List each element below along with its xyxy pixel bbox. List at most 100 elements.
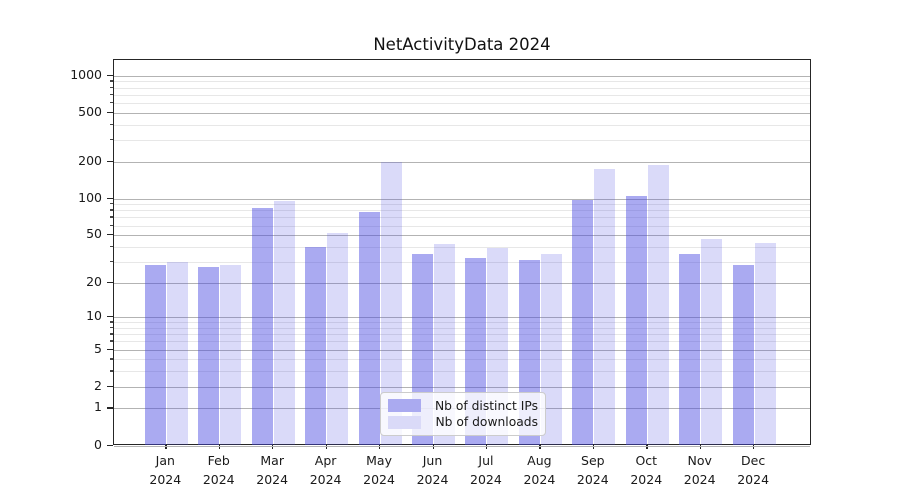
y-tick-mark: [107, 160, 113, 163]
y-gridline-minor: [114, 140, 810, 142]
chart-title: NetActivityData 2024: [373, 35, 551, 54]
x-tick-label: Oct 2024: [614, 452, 678, 489]
bar-distinct-ips: [358, 212, 380, 446]
x-tick-year: 2024: [202, 471, 235, 487]
x-tick-label: Jan 2024: [133, 452, 197, 489]
x-tick-year: 2024: [416, 471, 449, 487]
y-gridline-major: [114, 75, 810, 77]
legend-item-distinct-ips: Nb of distinct IPs: [388, 399, 538, 413]
y-tick-label: 100: [78, 189, 102, 205]
y-gridline-minor: [114, 124, 810, 126]
bar-distinct-ips: [305, 246, 327, 446]
x-tick-label: Nov 2024: [668, 452, 732, 489]
x-tick-label: May 2024: [347, 452, 411, 489]
x-tick-month: Feb: [207, 453, 230, 468]
x-tick-month: Nov: [687, 453, 712, 468]
y-gridline-minor: [114, 327, 810, 329]
x-tick-year: 2024: [309, 471, 342, 487]
y-tick-label: 200: [78, 152, 102, 168]
bar-downloads: [701, 239, 723, 446]
y-gridline-minor: [114, 334, 810, 336]
y-tick-mark-minor: [109, 370, 113, 372]
y-tick-mark-minor: [109, 203, 113, 205]
bar-downloads: [166, 261, 188, 446]
y-tick-mark-minor: [109, 139, 113, 141]
bar-distinct-ips: [198, 267, 220, 446]
x-tick-label: Jun 2024: [401, 452, 465, 489]
y-tick-label: 20: [86, 273, 102, 289]
y-tick-label: 5: [94, 340, 102, 356]
y-tick-mark-minor: [109, 209, 113, 211]
y-gridline-major: [114, 161, 810, 163]
y-gridline-minor: [114, 217, 810, 219]
x-tick-year: 2024: [523, 471, 556, 487]
y-gridline-major: [114, 317, 810, 319]
y-tick-mark: [107, 111, 113, 114]
y-tick-mark: [107, 197, 113, 199]
x-tick-year: 2024: [737, 471, 770, 487]
x-tick-month: Apr: [314, 453, 337, 468]
x-tick-year: 2024: [149, 471, 182, 487]
y-gridline-major: [114, 349, 810, 351]
x-tick-month: Mar: [260, 453, 284, 468]
y-gridline-minor: [114, 81, 810, 83]
y-tick-label: 500: [78, 103, 102, 119]
y-tick-label: 1: [94, 399, 102, 415]
y-gridline-major: [114, 282, 810, 284]
y-gridline-minor: [114, 210, 810, 212]
y-tick-mark-minor: [109, 326, 113, 329]
y-tick-mark-minor: [109, 86, 113, 89]
x-tick-month: Oct: [635, 453, 658, 468]
y-gridline-minor: [114, 261, 810, 263]
y-tick-mark: [107, 444, 113, 446]
y-tick-mark: [107, 234, 113, 236]
legend-swatch-distinct-ips: [388, 398, 421, 413]
y-tick-mark: [107, 348, 113, 350]
y-tick-mark-minor: [109, 93, 113, 96]
x-tick-month: Jul: [478, 453, 494, 468]
y-tick-mark-minor: [109, 216, 113, 218]
y-tick-mark-minor: [109, 321, 113, 323]
bar-downloads: [754, 243, 776, 446]
y-gridline-minor: [114, 94, 810, 96]
y-tick-label: 1000: [70, 66, 102, 82]
x-tick-label: Mar 2024: [240, 452, 304, 489]
y-gridline-minor: [114, 341, 810, 343]
y-tick-mark-minor: [109, 358, 113, 360]
x-tick-label: Sep 2024: [561, 452, 625, 489]
x-tick-year: 2024: [256, 471, 289, 487]
y-gridline-minor: [114, 359, 810, 361]
legend: Nb of distinct IPs Nb of downloads: [380, 392, 546, 436]
y-tick-mark-minor: [109, 340, 113, 342]
y-gridline-major: [114, 235, 810, 237]
x-tick-label: Feb 2024: [187, 452, 251, 489]
y-tick-mark: [107, 316, 113, 318]
x-tick-year: 2024: [576, 471, 609, 487]
x-tick-month: Jun: [422, 453, 443, 468]
legend-swatch-downloads: [388, 415, 421, 430]
y-tick-mark: [107, 407, 113, 409]
y-gridline-minor: [114, 87, 810, 89]
bar-downloads: [327, 233, 349, 446]
x-tick-label: Jul 2024: [454, 452, 518, 489]
y-gridline-major: [114, 112, 810, 114]
bar-downloads: [594, 168, 616, 446]
y-tick-mark-minor: [109, 123, 113, 126]
y-tick-mark-minor: [109, 333, 113, 335]
y-tick-mark-minor: [109, 224, 113, 226]
y-tick-mark: [107, 74, 113, 77]
bar-downloads: [540, 253, 562, 446]
y-gridline-minor: [114, 322, 810, 324]
x-tick-month: Sep: [581, 453, 605, 468]
y-tick-mark-minor: [109, 80, 113, 82]
bar-downloads: [647, 165, 669, 446]
x-tick-year: 2024: [470, 471, 502, 487]
bar-distinct-ips: [625, 195, 647, 446]
x-tick-label: Apr 2024: [294, 452, 358, 489]
plot-area: [113, 59, 811, 447]
x-tick-month: Aug: [527, 453, 552, 468]
x-tick-month: Dec: [741, 453, 766, 468]
y-tick-label: 2: [94, 377, 102, 393]
bar-distinct-ips: [572, 199, 594, 446]
